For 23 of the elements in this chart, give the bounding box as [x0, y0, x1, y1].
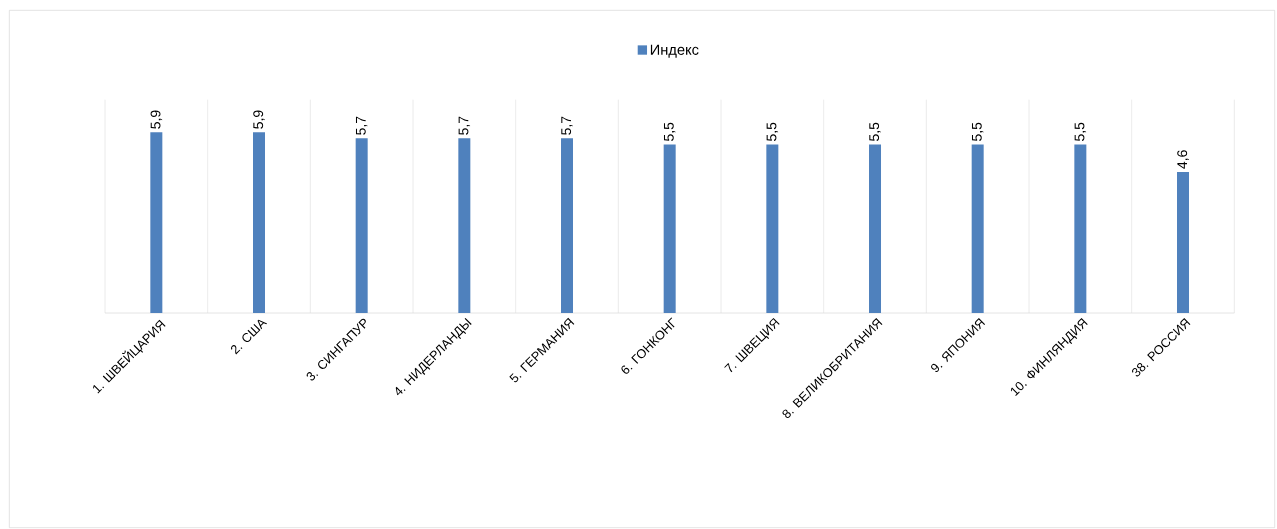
data-label: 5,5	[1074, 122, 1087, 141]
bar	[253, 132, 265, 313]
bar	[766, 144, 779, 313]
data-label: 5,9	[253, 110, 265, 129]
bar	[150, 132, 163, 313]
bar	[663, 144, 676, 313]
data-label: 5,5	[869, 122, 881, 141]
data-label: 4,6	[1177, 150, 1189, 169]
bar	[1074, 144, 1087, 313]
data-label: 5,7	[355, 116, 368, 135]
bar	[458, 138, 471, 313]
bar	[561, 138, 574, 313]
bar	[1177, 172, 1190, 313]
bar	[355, 138, 368, 313]
data-label: 5,7	[561, 116, 573, 135]
bar	[971, 144, 984, 313]
data-label: 5,9	[150, 110, 163, 129]
data-label: 5,5	[663, 122, 676, 141]
data-label: 5,5	[971, 122, 984, 141]
legend-label: Индекс	[650, 44, 699, 58]
data-label: 5,5	[766, 122, 779, 141]
data-label: 5,7	[458, 116, 471, 135]
bar	[869, 144, 882, 313]
